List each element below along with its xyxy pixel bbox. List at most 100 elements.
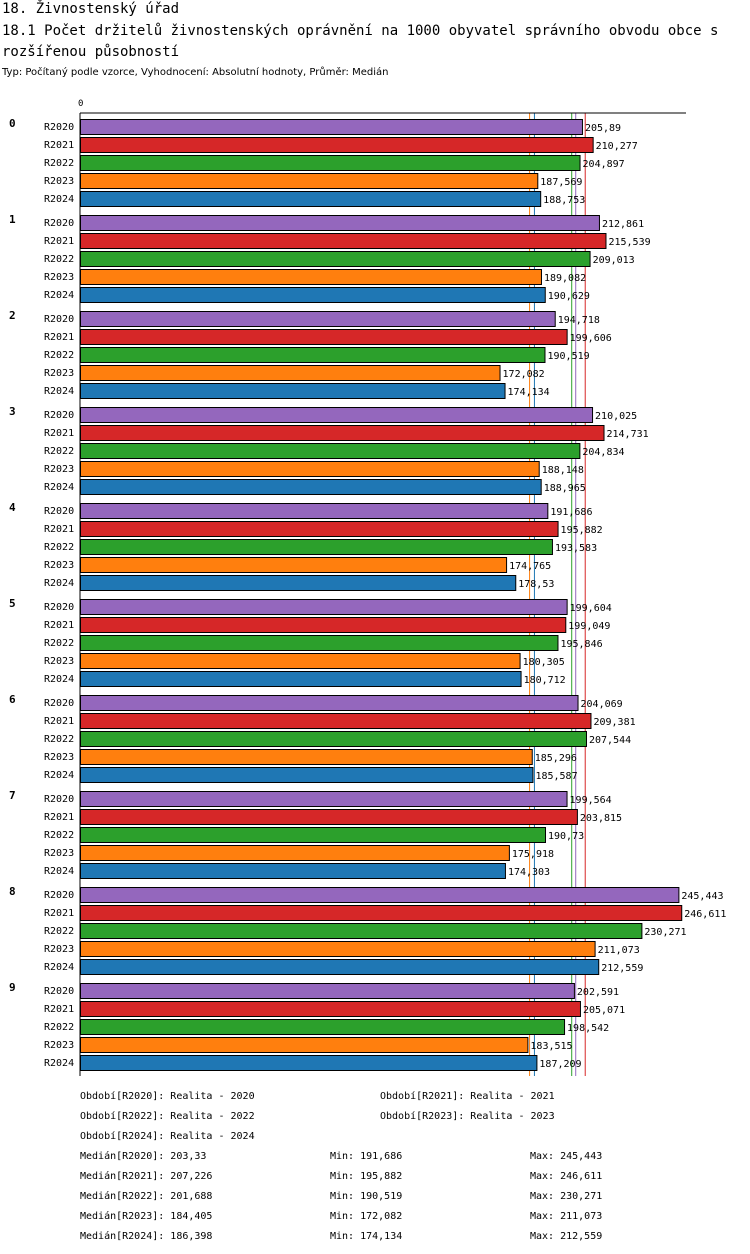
stat-median-r2022: Medián[R2022]: 201,688 — [80, 1191, 213, 1202]
value-label: 190,629 — [548, 291, 590, 302]
bar — [80, 863, 506, 879]
bar — [80, 575, 517, 591]
stat-max-r2020: Max: 245,443 — [530, 1151, 603, 1162]
group-label: 7 — [9, 789, 16, 802]
stat-min-r2023: Min: 172,082 — [330, 1211, 403, 1222]
series-label: R2023 — [44, 176, 74, 187]
series-label: R2023 — [44, 656, 74, 667]
bar — [80, 671, 522, 687]
series-label: R2022 — [44, 254, 74, 265]
value-label: 204,834 — [582, 447, 624, 458]
series-label: R2020 — [44, 218, 74, 229]
series-label: R2021 — [44, 236, 74, 247]
stat-max-r2022: Max: 230,271 — [530, 1191, 603, 1202]
value-label: 214,731 — [607, 429, 649, 440]
series-label: R2021 — [44, 716, 74, 727]
value-label: 174,303 — [508, 867, 550, 878]
value-label: 204,069 — [581, 699, 623, 710]
bar — [80, 923, 643, 939]
bar — [80, 407, 594, 423]
bar — [80, 191, 542, 207]
value-label: 180,305 — [523, 657, 565, 668]
series-label: R2024 — [44, 290, 74, 301]
series-label: R2024 — [44, 386, 74, 397]
value-label: 185,587 — [535, 771, 577, 782]
bar — [80, 365, 501, 381]
bar — [80, 311, 556, 327]
value-label: 207,544 — [589, 735, 631, 746]
bar — [80, 329, 568, 345]
value-label: 174,765 — [509, 561, 551, 572]
value-label: 245,443 — [681, 891, 723, 902]
stat-max-r2021: Max: 246,611 — [530, 1171, 603, 1182]
axis-zero-label: 0 — [78, 99, 83, 109]
value-label: 195,882 — [561, 525, 603, 536]
bar — [80, 503, 549, 519]
series-label: R2022 — [44, 350, 74, 361]
value-label: 187,209 — [539, 1059, 581, 1070]
value-label: 191,686 — [550, 507, 592, 518]
bar — [80, 269, 542, 285]
series-label: R2022 — [44, 1022, 74, 1033]
value-label: 185,296 — [535, 753, 577, 764]
series-label: R2022 — [44, 542, 74, 553]
chart-info: Typ: Počítaný podle vzorce, Vyhodnocení:… — [2, 67, 389, 78]
value-label: 202,591 — [577, 987, 619, 998]
series-label: R2024 — [44, 962, 74, 973]
bar-chart: 0 0 R2020 205,89 R2021 210,277 R2022 204,897 R20… — [9, 99, 726, 1076]
value-label: 189,082 — [544, 273, 586, 284]
series-label: R2021 — [44, 332, 74, 343]
series-label: R2020 — [44, 602, 74, 613]
series-label: R2021 — [44, 1004, 74, 1015]
value-label: 190,73 — [548, 831, 584, 842]
value-label: 175,918 — [512, 849, 554, 860]
bar — [80, 1001, 581, 1017]
bar — [80, 635, 559, 651]
group-label: 1 — [9, 213, 16, 226]
bar — [80, 695, 579, 711]
value-label: 188,148 — [542, 465, 584, 476]
bar — [80, 521, 559, 537]
legend-period-r2021: Období[R2021]: Realita - 2021 — [380, 1091, 555, 1102]
value-label: 212,559 — [601, 963, 643, 974]
group-label: 3 — [9, 405, 16, 418]
group-label: 9 — [9, 981, 16, 994]
bar — [80, 713, 592, 729]
value-label: 174,134 — [508, 387, 550, 398]
series-label: R2023 — [44, 464, 74, 475]
group-label: 2 — [9, 309, 16, 322]
legend-period-r2023: Období[R2023]: Realita - 2023 — [380, 1111, 555, 1122]
series-label: R2020 — [44, 410, 74, 421]
bar — [80, 1019, 566, 1035]
value-label: 199,604 — [570, 603, 612, 614]
bar — [80, 557, 508, 573]
bar — [80, 749, 533, 765]
series-label: R2023 — [44, 272, 74, 283]
stat-median-r2024: Medián[R2024]: 186,398 — [80, 1231, 213, 1242]
series-label: R2021 — [44, 140, 74, 151]
bar — [80, 137, 594, 153]
series-label: R2021 — [44, 812, 74, 823]
value-label: 211,073 — [598, 945, 640, 956]
chart-title: 18.1 Počet držitelů živnostenských opráv… — [2, 23, 719, 60]
series-label: R2024 — [44, 482, 74, 493]
bar — [80, 425, 605, 441]
bar — [80, 215, 600, 231]
value-label: 194,718 — [558, 315, 600, 326]
bar — [80, 887, 680, 903]
value-label: 199,564 — [570, 795, 612, 806]
value-label: 199,606 — [570, 333, 612, 344]
bar — [80, 347, 546, 363]
value-label: 205,071 — [583, 1005, 625, 1016]
stat-max-r2024: Max: 212,559 — [530, 1231, 603, 1242]
series-label: R2024 — [44, 770, 74, 781]
value-label: 193,583 — [555, 543, 597, 554]
series-label: R2022 — [44, 638, 74, 649]
value-label: 188,753 — [543, 195, 585, 206]
group-label: 4 — [9, 501, 16, 514]
bar — [80, 251, 591, 267]
stat-min-r2022: Min: 190,519 — [330, 1191, 403, 1202]
value-label: 188,965 — [544, 483, 586, 494]
series-label: R2023 — [44, 560, 74, 571]
value-label: 204,897 — [583, 159, 625, 170]
